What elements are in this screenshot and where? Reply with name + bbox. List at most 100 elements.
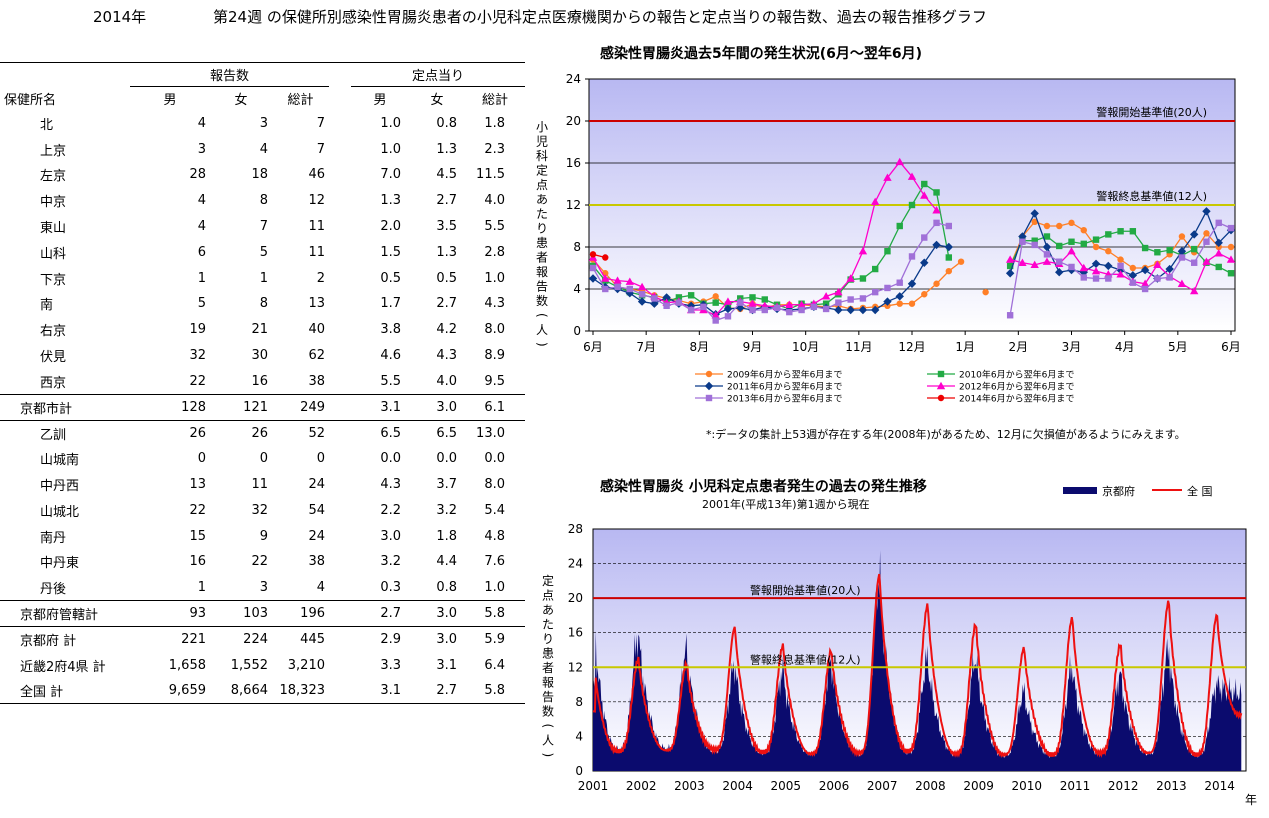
cell-pt: 4.8	[484, 528, 505, 544]
data-point	[858, 247, 868, 255]
cell-t: 0	[316, 451, 325, 467]
cell-pm: 4.3	[380, 477, 401, 493]
cell-t: 196	[272, 600, 329, 627]
row-name: 東山	[40, 221, 67, 237]
cell-f: 32	[251, 502, 268, 518]
data-point	[896, 222, 903, 230]
data-point	[638, 291, 646, 298]
cell-pm: 2.9	[380, 632, 401, 648]
chart1-y-axis-label-char: た	[536, 207, 548, 221]
row-name: 乙訓	[40, 427, 67, 443]
data-point	[1202, 257, 1211, 265]
data-point	[1031, 237, 1038, 244]
row-name: 左京	[40, 169, 67, 185]
data-point	[1129, 279, 1137, 286]
data-point	[588, 274, 598, 283]
cell-pm: 0.0	[380, 451, 401, 467]
cell-pm: 1.7	[380, 296, 401, 312]
cell-m: 221	[181, 632, 206, 648]
cell-pf: 4.2	[436, 322, 457, 338]
chart1-y-axis-label-char: )	[535, 342, 549, 347]
legend-label: 2014年6月から翌年6月まで	[959, 393, 1074, 405]
data-point	[712, 299, 719, 306]
chart1-note: *:データの集計上53週が存在する年(2008年)があるため、12月に欠損値があ…	[706, 427, 1186, 441]
data-point	[601, 274, 610, 282]
y-tick-label: 28	[568, 522, 583, 536]
data-point	[1177, 279, 1187, 287]
row-name: 中丹東	[40, 556, 80, 572]
cell-pf: 3.5	[436, 219, 457, 235]
data-point	[1091, 259, 1101, 268]
cell-pt: 5.8	[465, 600, 525, 627]
data-point	[748, 299, 757, 307]
data-point	[1116, 270, 1125, 278]
x-tick-label: 10月	[792, 340, 819, 354]
data-point	[1140, 265, 1150, 275]
data-point	[834, 287, 843, 296]
data-point	[1189, 230, 1199, 239]
row-name: 西京	[40, 375, 67, 391]
data-point	[687, 292, 695, 299]
cell-m: 1	[197, 270, 206, 286]
data-point	[821, 292, 831, 300]
data-point	[625, 277, 635, 285]
chart1-y-axis-label-char: あ	[536, 193, 548, 207]
data-point	[798, 306, 805, 314]
cell-pm: 1.0	[380, 115, 401, 131]
cell-m: 9,659	[130, 678, 210, 705]
cell-m: 1	[197, 579, 206, 595]
data-point	[637, 282, 647, 291]
row-name: 近畿2府4県 計	[20, 659, 106, 675]
data-point	[1141, 285, 1149, 293]
data-point	[1226, 255, 1236, 263]
y-tick-label: 16	[566, 156, 581, 170]
cell-pf: 0.5	[436, 270, 457, 286]
x-tick-label: 12月	[898, 340, 925, 354]
data-point	[822, 300, 830, 307]
table-row: 北 4 3 7 1.0 0.8 1.8	[0, 111, 525, 137]
chart1-y-axis-label-char: 者	[536, 251, 548, 265]
x-tick-label: 2003	[674, 779, 705, 793]
cell-f: 5	[259, 244, 268, 260]
row-name: 丹後	[40, 581, 67, 597]
y-tick-label: 8	[575, 695, 583, 709]
x-tick-label: 2月	[1009, 340, 1029, 354]
y-tick-label: 20	[568, 591, 583, 605]
table-row: 中丹西 13 11 24 4.3 3.7 8.0	[0, 472, 525, 498]
cell-pf: 1.3	[436, 244, 457, 260]
y-tick-label: 24	[568, 557, 583, 571]
x-tick-label: 2007	[867, 779, 898, 793]
cell-pf: 0.8	[436, 579, 457, 595]
data-point	[1068, 263, 1075, 271]
data-point	[1215, 219, 1222, 227]
cell-f: 4	[259, 141, 268, 157]
table-row: 京都市計 128 121 249 3.1 3.0 6.1	[0, 393, 525, 421]
col-header-per-total: 総計	[481, 93, 508, 109]
cell-pm: 5.5	[380, 373, 401, 389]
cell-pf: 2.7	[436, 296, 457, 312]
y-tick-label: 20	[566, 114, 581, 128]
chart2-x-axis-label: 年	[1245, 793, 1257, 807]
cell-pm: 3.1	[351, 393, 409, 421]
data-point	[1080, 274, 1087, 281]
group-header-per-site: 定点当り	[351, 62, 525, 87]
legend-label: 2012年6月から翌年6月まで	[959, 381, 1074, 393]
cell-pt: 5.4	[484, 502, 505, 518]
data-point	[613, 276, 622, 284]
cell-pf: 3.1	[436, 657, 457, 673]
chart1-y-axis-label-char: り	[536, 222, 548, 236]
cell-pf: 1.8	[436, 528, 457, 544]
chart1-y-axis-label-char: 患	[536, 236, 548, 250]
data-point	[1056, 242, 1063, 250]
table-row: 南丹 15 9 24 3.0 1.8 4.8	[0, 523, 525, 549]
data-point	[1030, 260, 1039, 269]
data-point	[1006, 312, 1014, 319]
data-point	[871, 265, 879, 273]
data-point	[896, 279, 903, 286]
chart2-plot-area: 0 4 8 12 16 20 24 28 2001 2002 2003 2004 2005 2006 200…	[541, 484, 1257, 807]
x-tick-label: 2010	[1012, 779, 1043, 793]
cell-m: 4	[197, 115, 206, 131]
data-point	[933, 189, 940, 196]
data-point	[810, 303, 818, 311]
